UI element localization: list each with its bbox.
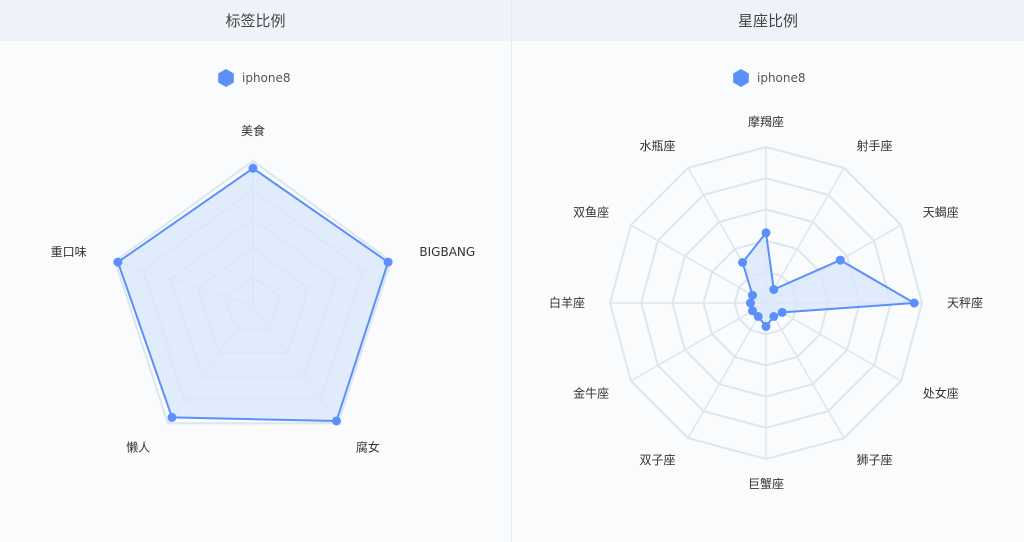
data-point-8[interactable] [748,306,757,316]
axis-label: 水瓶座 [639,138,675,153]
axis-label: 天蝎座 [923,205,959,220]
data-point-5[interactable] [769,312,779,321]
data-point-2[interactable] [332,416,341,426]
data-point-4[interactable] [113,257,123,267]
axis-label: 摩羯座 [748,114,784,129]
panel-zodiac-ratio: 星座比例 iphone8 摩羯座射手座天蝎座天秤座处女座狮子座巨蟹座 双子座 金牛座 白… [511,0,1024,542]
data-point-4[interactable] [777,307,787,317]
axis-label: 天秤座 [947,295,983,310]
axis-label: 重口味 [51,245,87,259]
axis-label: 双子座 [639,452,675,467]
axis-label: BIGBANG [419,245,475,259]
legend-label: iphone8 [757,71,806,85]
data-point-3[interactable] [167,412,177,422]
data-point-9[interactable] [745,298,755,308]
panel-title: 星座比例 [512,0,1024,41]
axis-label: 狮子座 [857,452,893,467]
grid-spoke [687,302,767,439]
legend-marker-icon [218,69,234,87]
data-point-2[interactable] [835,255,845,265]
axis-label: 射手座 [857,138,893,153]
axis-label: 处女座 [923,386,959,401]
axis-label: 美食 [241,123,265,138]
grid-spoke [630,224,767,304]
legend-label: iphone8 [242,71,291,85]
data-point-7[interactable] [753,312,763,321]
radar-chart-tags: iphone8 美食 BIGBANG 腐女 懒人 重口味 [51,69,475,455]
axis-label: 巨蟹座 [748,476,784,491]
data-point-0[interactable] [761,228,771,238]
data-point-10[interactable] [748,290,757,300]
grid-spoke [765,167,845,304]
panel-tag-ratio: 标签比例 iphone8 美食 BIGBANG 腐女 懒人 重口味 [0,0,511,542]
data-point-1[interactable] [383,257,393,267]
axis-label: 金牛座 [573,386,609,401]
legend[interactable]: iphone8 [733,69,806,87]
grid-spoke [630,302,767,382]
legend[interactable]: iphone8 [218,69,291,87]
panel-title: 标签比例 [0,0,511,41]
legend-marker-icon [733,69,749,87]
axis-label: 懒人 [126,441,150,455]
data-point-0[interactable] [248,163,258,173]
grid-spoke [765,302,902,382]
grid-ring [113,159,393,425]
axis-label: 双鱼座 [573,205,609,220]
data-point-11[interactable] [738,258,748,267]
data-point-3[interactable] [909,298,919,308]
grid-spoke [765,302,845,439]
series-area [116,167,390,422]
data-point-6[interactable] [761,321,771,331]
data-point-1[interactable] [769,285,779,294]
axis-label: 白羊座 [549,295,585,310]
axis-label: 腐女 [356,440,380,455]
